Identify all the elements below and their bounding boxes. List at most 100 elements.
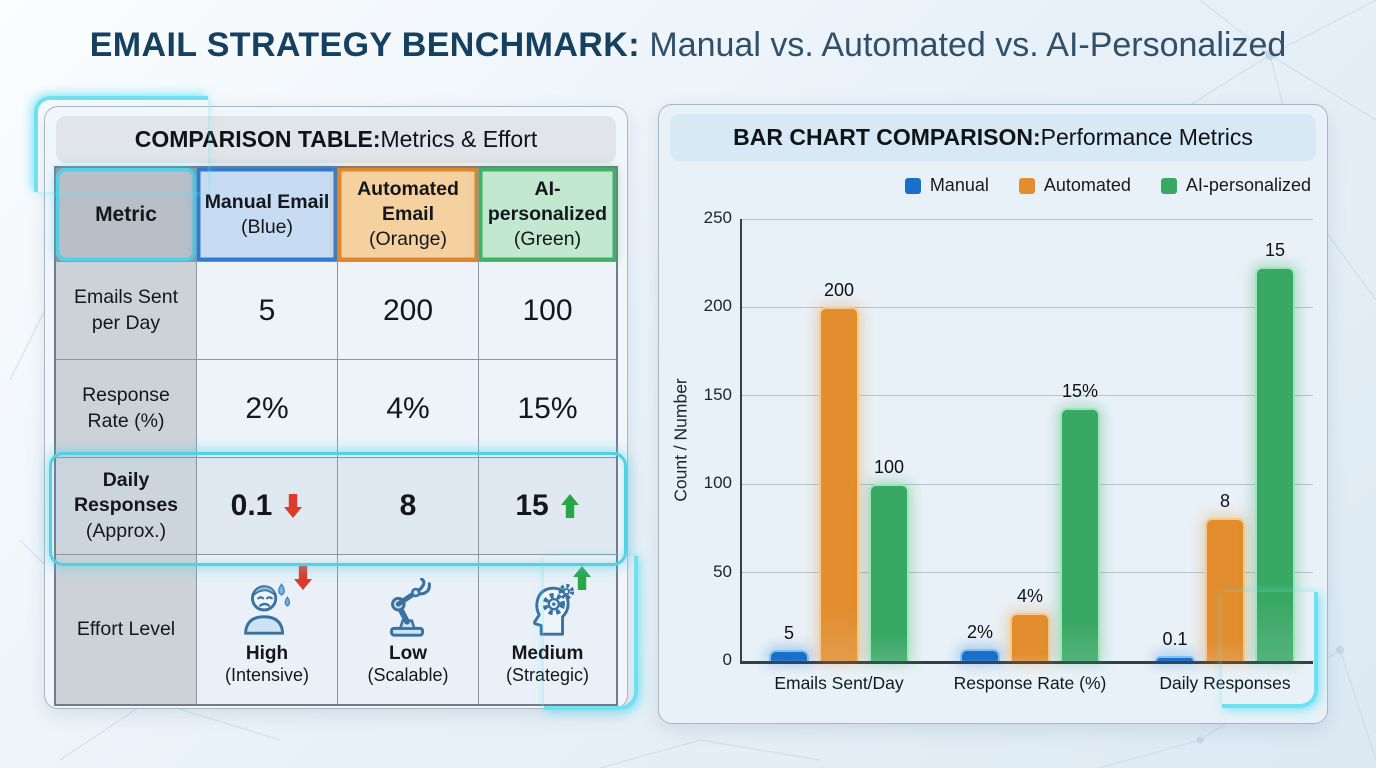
bar-ai-personalized-2 (1060, 408, 1100, 661)
cell-effort-ai: Medium (Strategic) (479, 555, 616, 704)
bar-manual-2 (960, 648, 1000, 661)
bar-manual-3 (1155, 656, 1195, 661)
legend-label: Manual (929, 175, 989, 195)
y-tick-label: 250 (703, 208, 732, 227)
ai-header-label: AI-personalized (487, 178, 608, 226)
legend-swatch (904, 177, 921, 194)
column-header-metric: Metric (56, 168, 196, 261)
robot-arm-icon (390, 577, 431, 637)
cell-response-automated: 4% (338, 360, 478, 457)
legend-swatch (1160, 177, 1177, 194)
gridline (742, 395, 1313, 397)
cell-effort-automated: Low (Scalable) (338, 555, 478, 704)
x-category-label: Daily Responses (1159, 673, 1291, 693)
page-title-bold: EMAIL STRATEGY BENCHMARK: (89, 26, 640, 64)
trend-down-arrow-icon (284, 494, 303, 518)
y-tick-label: 0 (722, 650, 732, 669)
gridline (742, 218, 1313, 220)
cell-emails-manual: 5 (197, 262, 337, 359)
cell-daily-ai: 15 (479, 458, 616, 554)
bar-automated-1 (819, 307, 859, 661)
x-category-label: Emails Sent/Day (774, 673, 904, 693)
cell-emails-ai: 100 (479, 262, 616, 359)
chart-panel-title-regular: Performance Metrics (1040, 124, 1253, 150)
trend-up-arrow-icon (573, 566, 591, 590)
chart-panel-title: BAR CHART COMPARISON: Performance Metric… (670, 114, 1316, 161)
bar-value-label: 0.1 (1162, 629, 1188, 649)
trend-up-arrow-icon (560, 494, 579, 518)
comparison-table: Metric Manual Email (Blue) Automated Emai… (54, 166, 618, 706)
x-category-label: Response Rate (%) (953, 673, 1107, 693)
bar-value-label: 200 (823, 280, 855, 301)
bar-automated-2 (1010, 613, 1050, 661)
bar-manual-1 (769, 650, 809, 661)
y-tick-label: 100 (703, 473, 732, 493)
cell-response-ai: 15% (479, 360, 616, 457)
y-tick-label: 200 (703, 296, 732, 316)
bar-value-label: 8 (1219, 490, 1230, 511)
gear-small (558, 583, 574, 599)
ai-header-sub: (Green) (513, 227, 582, 250)
daily-ai-value: 15 (515, 489, 549, 522)
daily-responses-label: Daily Responses (73, 468, 179, 517)
row-label-effort-level: Effort Level (56, 555, 196, 704)
legend-item-manual: Manual (904, 175, 989, 196)
cell-effort-manual: High (Intensive) (197, 555, 337, 704)
automated-header-sub: (Orange) (368, 227, 448, 250)
column-header-ai-personalized: AI-personalized (Green) (479, 168, 616, 261)
effort-manual-sub: (Intensive) (224, 664, 310, 685)
effort-ai-level: Medium (511, 642, 584, 664)
gear-large (542, 592, 565, 615)
effort-automated-level: Low (389, 642, 427, 664)
cell-daily-automated: 8 (338, 458, 478, 554)
page-title: EMAIL STRATEGY BENCHMARK: Manual vs. Aut… (0, 26, 1376, 65)
row-label-emails-sent: Emails Sent per Day (56, 262, 196, 359)
effort-ai-sub: (Strategic) (505, 664, 590, 685)
y-tick-label: 50 (713, 561, 732, 581)
column-header-automated-email: Automated Email (Orange) (338, 168, 478, 261)
legend-swatch (1018, 177, 1035, 194)
table-panel-title-regular: Metrics & Effort (380, 126, 538, 152)
daily-manual-value: 0.1 (230, 489, 273, 522)
plot-area: 0 50 100 150 200 250 Emails Sent/Day 5 200 100 Res… (704, 208, 1313, 693)
stressed-person-icon (244, 582, 291, 635)
chart-legend: Manual Automated AI-personalized (749, 175, 1311, 196)
effort-automated-sub: (Scalable) (367, 664, 449, 685)
bar-value-label: 5 (783, 623, 794, 644)
legend-item-automated: Automated (1018, 175, 1131, 196)
daily-automated-value: 8 (399, 489, 417, 522)
cell-response-manual: 2% (197, 360, 337, 457)
column-header-manual-email: Manual Email (Blue) (197, 168, 337, 261)
metric-header-label: Metric (95, 202, 157, 226)
effort-manual-level: High (245, 642, 289, 664)
manual-header-label: Manual Email (204, 190, 330, 213)
legend-label: Automated (1043, 175, 1131, 195)
gridline (742, 483, 1313, 485)
bar-ai-personalized-1 (869, 484, 909, 661)
trend-down-arrow-icon (294, 566, 312, 590)
table-panel-title-bold: COMPARISON TABLE: (134, 126, 381, 152)
daily-responses-sub: (Approx.) (85, 519, 167, 542)
chart-panel-title-bold: BAR CHART COMPARISON: (733, 124, 1041, 150)
comparison-table-panel: COMPARISON TABLE: Metrics & Effort Metri… (44, 106, 628, 709)
cell-daily-manual: 0.1 (197, 458, 337, 554)
gridline (742, 306, 1313, 308)
row-label-daily-responses: Daily Responses (Approx.) (56, 458, 196, 554)
bar-value-label: 15% (1061, 381, 1099, 402)
bar-value-label: 100 (873, 457, 905, 478)
cell-emails-automated: 200 (338, 262, 478, 359)
table-panel-title: COMPARISON TABLE: Metrics & Effort (56, 116, 616, 163)
bar-value-label: 4% (1016, 586, 1043, 607)
bar-value-label: 15 (1264, 239, 1286, 260)
gridline (742, 572, 1313, 574)
y-tick-label: 150 (703, 384, 732, 404)
legend-item-ai-personalized: AI-personalized (1160, 175, 1311, 196)
automated-header-label: Automated Email (357, 178, 459, 226)
bar-value-label: 2% (966, 621, 993, 642)
bar-automated-3 (1205, 517, 1245, 661)
bar-ai-personalized-3 (1255, 266, 1295, 661)
manual-header-sub: (Blue) (240, 215, 294, 238)
row-label-response-rate: Response Rate (%) (56, 360, 196, 457)
legend-label: AI-personalized (1185, 175, 1311, 195)
